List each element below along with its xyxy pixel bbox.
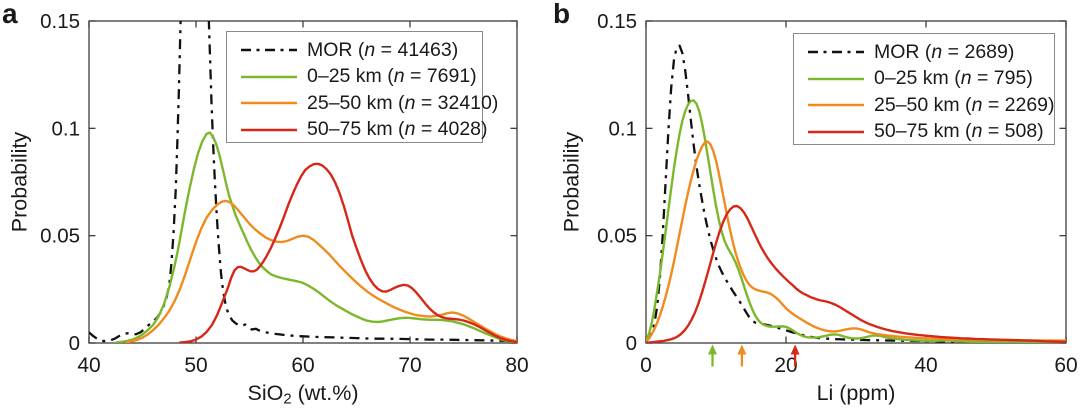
legend-entry-mor: MOR (n = 2689) xyxy=(794,39,1054,66)
legend-entry-label: 25–50 km (n = 2269) xyxy=(874,93,1055,116)
legend-line-sample-25-50-km xyxy=(808,103,864,107)
panel-letter-a: a xyxy=(2,0,18,29)
y-tick-label: 0.1 xyxy=(52,117,81,140)
legend-entry-mor: MOR (n = 41463) xyxy=(227,37,482,64)
legend-a: MOR (n = 41463) 0–25 km (n = 7691) 25–50 k… xyxy=(226,31,498,144)
x-tick-label: 80 xyxy=(505,354,528,377)
legend-line-sample-mor xyxy=(808,50,864,54)
y-tick-label: 0 xyxy=(69,332,80,355)
y-tick-label: 0 xyxy=(626,332,637,355)
legend-entry-0-25-km: 0–25 km (n = 7691) xyxy=(227,64,482,91)
curve-0-25-km xyxy=(114,131,517,343)
legend-entry-0-25-km: 0–25 km (n = 795) xyxy=(794,66,1054,93)
x-tick-label: 40 xyxy=(914,354,937,377)
panel-a: a 40 50 60 70 80 0 0.05 0.1 0.15 Probability SiO… xyxy=(2,0,529,407)
axis-frame xyxy=(645,20,1067,344)
x-tick-label: 60 xyxy=(1054,354,1077,377)
curve-50-75-km xyxy=(646,204,1066,343)
x-tick-label: 60 xyxy=(291,354,314,377)
legend-entry-label: 0–25 km (n = 795) xyxy=(874,67,1033,90)
curve-50-75-km xyxy=(178,162,517,343)
legend-entry-label: MOR (n = 2689) xyxy=(874,40,1015,63)
y-axis-title-a: Probability xyxy=(7,131,32,233)
x-tick-label: 70 xyxy=(398,354,421,377)
y-axis-title-b: Probability xyxy=(559,131,584,233)
x-axis-title-text: (wt.%) xyxy=(291,381,359,405)
legend-line-sample-0-25-km xyxy=(241,75,297,79)
curve-25-50-km xyxy=(646,140,1066,343)
legend-entry-label: 50–75 km (n = 4028) xyxy=(307,118,488,141)
legend-entry-label: MOR (n = 41463) xyxy=(307,38,459,61)
legend-line-sample-25-50-km xyxy=(241,101,297,105)
legend-entry-25-50-km: 25–50 km (n = 32410) xyxy=(227,90,498,117)
legend-b: MOR (n = 2689) 0–25 km (n = 795) 25–50 km … xyxy=(793,33,1055,145)
x-axis-title-text: Li (ppm) xyxy=(816,381,896,405)
x-axis-title-a: SiO2 (wt.%) xyxy=(89,381,517,407)
legend-entry-label: 25–50 km (n = 32410) xyxy=(307,91,499,114)
y-tick-label: 0.15 xyxy=(597,10,637,33)
arrow-marker-25-50-km xyxy=(737,344,747,367)
legend-entry-50-75-km: 50–75 km (n = 4028) xyxy=(227,117,488,144)
y-tick-label: 0.1 xyxy=(609,117,638,140)
panel-letter-b: b xyxy=(553,0,571,29)
legend-entry-50-75-km: 50–75 km (n = 508) xyxy=(794,119,1054,146)
legend-line-sample-50-75-km xyxy=(241,128,297,132)
x-tick-label: 20 xyxy=(774,354,797,377)
curve-25-50-km xyxy=(125,199,517,343)
plot-b: 0 20 40 60 0 0.05 0.1 0.15 xyxy=(597,10,1078,377)
x-axis-title-subscript: 2 xyxy=(283,391,292,408)
x-tick-label: 50 xyxy=(184,354,207,377)
x-axis-title-text: SiO xyxy=(247,381,284,405)
legend-line-sample-50-75-km xyxy=(808,130,864,134)
y-tick-label: 0.15 xyxy=(40,10,80,33)
legend-line-sample-0-25-km xyxy=(808,77,864,81)
panel-b: b 0 20 40 60 0 0.05 0.1 0.15 Probability Li (pp… xyxy=(540,0,1080,411)
y-tick-label: 0.05 xyxy=(40,225,80,248)
y-tick-label: 0.05 xyxy=(597,225,637,248)
x-axis-title-b: Li (ppm) xyxy=(646,381,1066,406)
plot-a: 40 50 60 70 80 0 0.05 0.1 0.15 xyxy=(40,10,529,377)
curve-0-25-km xyxy=(646,99,1066,343)
x-tick-label: 0 xyxy=(640,354,652,377)
arrow-marker-50-75-km xyxy=(790,344,800,367)
legend-entry-label: 50–75 km (n = 508) xyxy=(874,120,1044,143)
x-tick-label: 40 xyxy=(77,354,100,377)
legend-entry-25-50-km: 25–50 km (n = 2269) xyxy=(794,92,1055,119)
legend-line-sample-mor xyxy=(241,48,297,52)
arrow-marker-0-25-km xyxy=(708,344,717,367)
legend-entry-label: 0–25 km (n = 7691) xyxy=(307,65,477,88)
